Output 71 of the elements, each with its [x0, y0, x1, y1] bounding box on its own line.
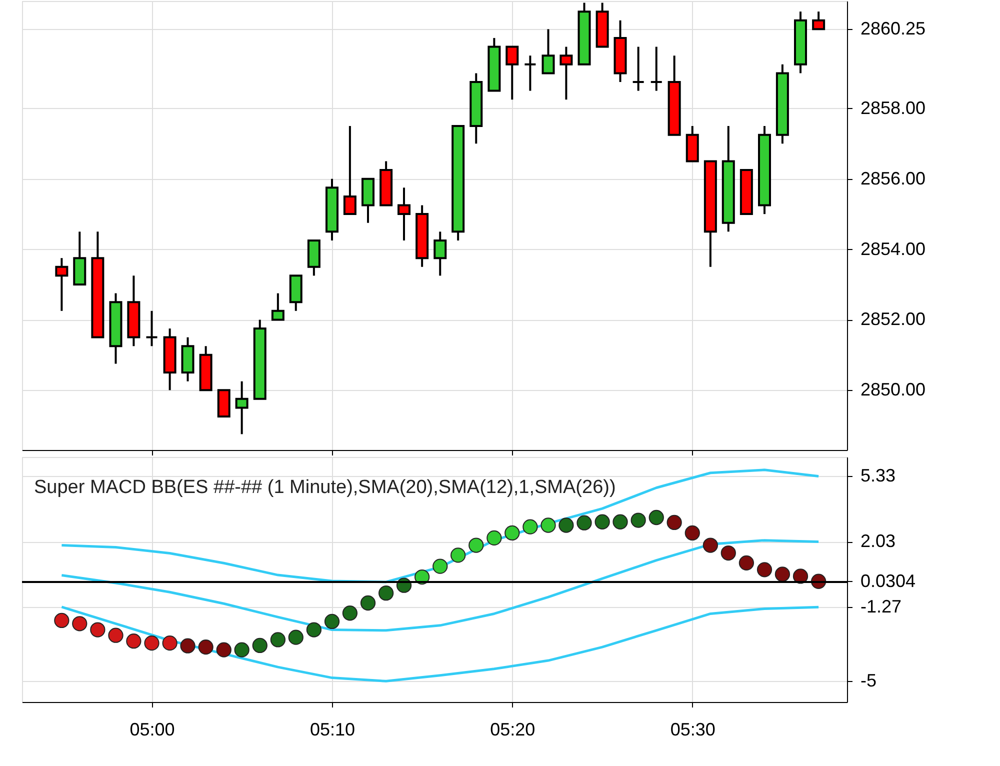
- point: [684, 525, 700, 541]
- point: [72, 616, 88, 632]
- point: [216, 642, 232, 658]
- candlestick: [271, 292, 284, 321]
- candlestick: [632, 46, 645, 92]
- point: [756, 562, 772, 578]
- y-tick-label: 2860.25: [860, 18, 926, 39]
- y-tick-label: 5.33: [860, 466, 896, 486]
- y-tick-label: 2.03: [860, 531, 896, 552]
- y-tick-label: 2852.00: [860, 309, 926, 330]
- point: [270, 632, 286, 648]
- point: [360, 595, 376, 611]
- y-tick-label: -5: [860, 670, 877, 691]
- point: [630, 512, 646, 528]
- point: [252, 638, 268, 654]
- point: [612, 514, 628, 530]
- point: [198, 639, 214, 655]
- candlestick: [434, 230, 447, 277]
- candlestick: [524, 54, 537, 92]
- x-tick-label: 05:10: [310, 720, 356, 740]
- point: [666, 514, 682, 530]
- point: [504, 525, 520, 541]
- candlestick: [235, 380, 248, 436]
- y-tick-label: 2854.00: [860, 238, 926, 259]
- point: [378, 586, 394, 601]
- y-tick-label: 0.0304: [860, 570, 916, 591]
- point: [180, 638, 196, 654]
- candlestick: [343, 125, 356, 216]
- candlestick: [542, 28, 555, 74]
- annotation: Super MACD BB(ES ##-## (1 Minute),SMA(20),SMA(12),1,SMA(26)): [34, 477, 616, 498]
- point: [468, 538, 484, 553]
- candlestick: [650, 46, 663, 92]
- point: [720, 545, 736, 561]
- candlestick: [506, 46, 519, 101]
- point: [450, 548, 466, 563]
- point: [162, 636, 178, 651]
- line-series: [60, 539, 820, 632]
- point: [144, 636, 160, 651]
- candlestick: [398, 186, 411, 242]
- point: [306, 622, 322, 638]
- x-tick-label: 05:20: [490, 720, 536, 740]
- y-tick-label: 2850.00: [860, 380, 926, 400]
- x-tick-label: 05:30: [670, 720, 716, 740]
- point: [540, 518, 556, 533]
- point: [576, 515, 592, 530]
- point: [342, 606, 358, 621]
- candlestick: [560, 46, 573, 101]
- y-tick-label: -1.27: [860, 596, 902, 617]
- point: [522, 519, 538, 534]
- point: [288, 630, 304, 645]
- point: [234, 642, 250, 658]
- y-tick-label: 2858.00: [860, 98, 926, 118]
- line-series: [60, 606, 820, 682]
- x-tick-label: 05:00: [130, 720, 175, 740]
- point: [324, 614, 340, 630]
- point: [702, 538, 718, 553]
- point: [648, 510, 664, 526]
- point: [54, 612, 70, 628]
- y-tick-label: 2856.00: [860, 168, 926, 188]
- candlestick: [55, 257, 68, 312]
- point: [738, 555, 754, 570]
- point: [594, 514, 610, 530]
- point: [432, 558, 448, 574]
- point: [108, 628, 124, 643]
- point: [774, 566, 790, 582]
- point: [486, 530, 502, 546]
- point: [558, 518, 574, 533]
- point: [90, 622, 106, 638]
- point: [126, 634, 142, 649]
- candlestick: [145, 310, 158, 348]
- candlestick: [812, 10, 826, 30]
